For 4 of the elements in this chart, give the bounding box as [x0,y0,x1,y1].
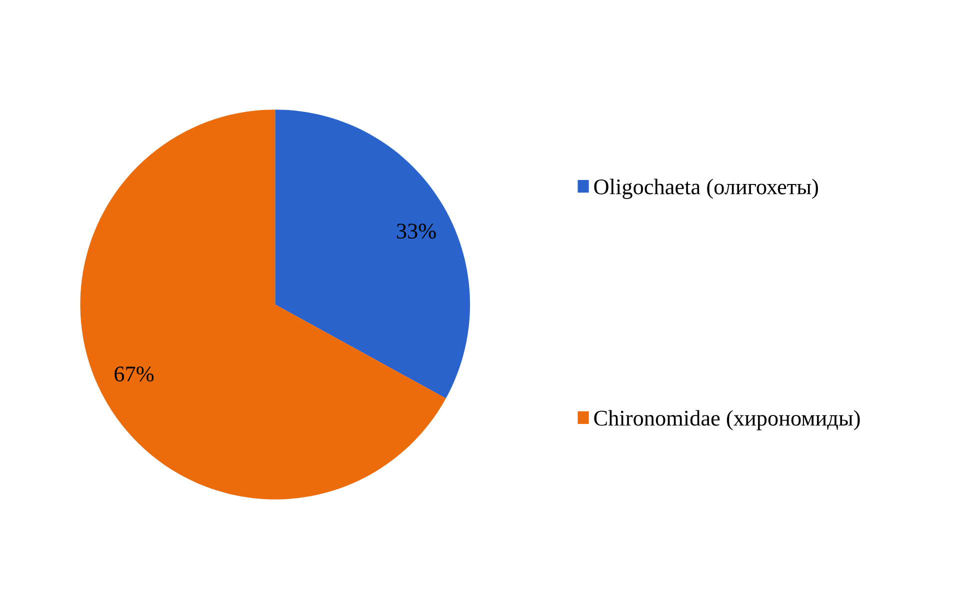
data-label: 33% [396,224,436,239]
legend-label: Chironomidae (хирономиды) [594,410,860,430]
data-label: 67% [114,366,154,382]
legend-label: Oligochaeta (олигохеты) [594,178,818,199]
